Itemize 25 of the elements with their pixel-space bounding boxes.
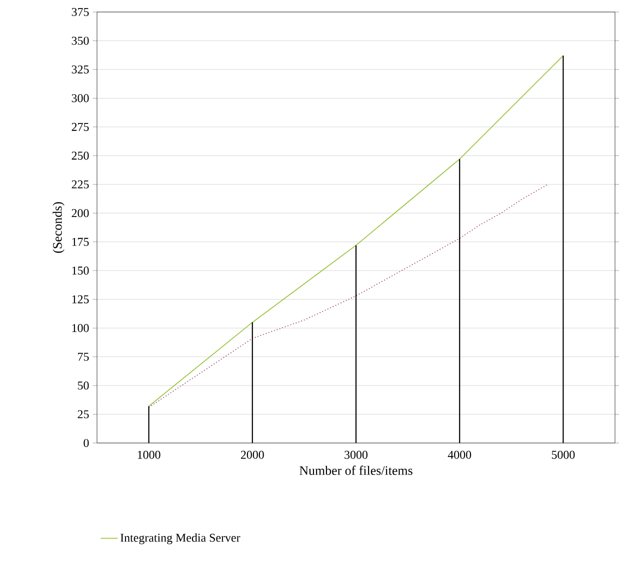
y-tick-label: 300 [72,94,89,102]
x-axis-title: Number of files/items [300,466,412,475]
x-tick-label: 1000 [138,450,160,459]
y-tick-label: 350 [72,36,89,45]
y-tick-label: 0 [84,438,89,448]
line-series [148,55,564,407]
y-tick-label: 50 [78,381,89,390]
y-tick-label: 100 [72,324,89,332]
y-tick-label: 150 [72,266,89,275]
y-tick-label: 275 [72,122,89,131]
legend-label: Integrating Media Server [120,533,240,544]
y-tick-label: 175 [72,238,89,246]
x-tick-label: 4000 [448,450,472,459]
y-tick-label: 325 [72,65,89,74]
y-tick-label: 125 [72,295,89,304]
y-tick-label: 200 [72,209,89,218]
y-axis-title: (Seconds) [52,202,64,253]
y-tick-label: 225 [72,180,89,188]
x-tick-label: 2000 [240,450,264,459]
y-tick-label: 250 [72,152,89,160]
x-tick-label: 3000 [344,450,368,459]
x-tick-label: 5000 [552,450,575,459]
y-tick-label: 25 [78,410,89,418]
y-tick-label: 375 [72,8,89,16]
y-tick-label: 75 [78,352,89,361]
